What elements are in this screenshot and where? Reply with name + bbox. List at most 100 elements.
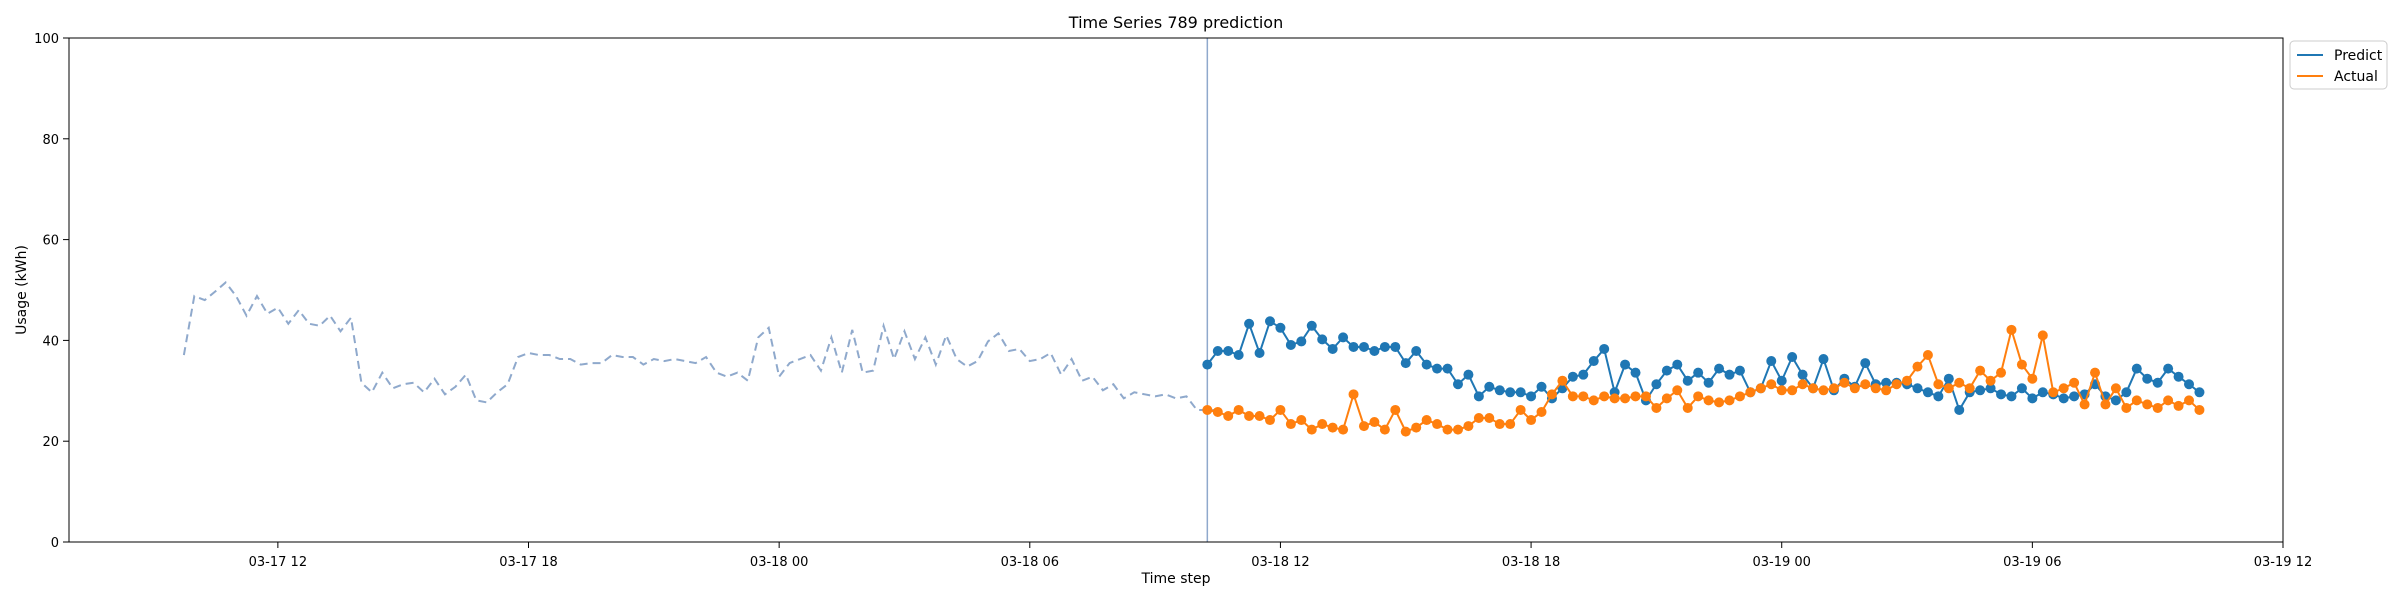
predict-point: [1996, 389, 2007, 400]
predict-point: [1463, 369, 1474, 380]
legend-predict-label: Predict: [2334, 48, 2383, 64]
y-tick-label: 80: [42, 133, 59, 148]
predict-point: [1651, 379, 1662, 390]
predict-point: [1296, 336, 1307, 347]
predict-point: [2152, 377, 2163, 388]
predict-point: [2142, 373, 2153, 384]
actual-point: [2173, 400, 2184, 411]
predict-point: [1338, 332, 1349, 343]
predict-point: [1776, 375, 1787, 386]
actual-point: [1849, 383, 1860, 394]
predict-point: [2037, 387, 2048, 398]
actual-point: [1818, 385, 1829, 396]
actual-point: [1223, 411, 1234, 421]
predict-point: [1494, 385, 1505, 396]
actual-point: [1505, 419, 1516, 430]
predict-point: [2027, 393, 2038, 404]
predict-point: [1526, 391, 1537, 402]
actual-point: [1338, 424, 1349, 435]
actual-point: [1902, 375, 1913, 386]
actual-point: [2069, 377, 2080, 388]
actual-point: [2037, 330, 2048, 341]
predict-point: [1202, 359, 1213, 370]
predict-point: [1317, 334, 1328, 345]
actual-point: [1776, 385, 1787, 396]
actual-point: [1306, 424, 1317, 435]
actual-point: [2184, 395, 2195, 406]
actual-point: [2006, 324, 2017, 335]
actual-point: [2090, 367, 2101, 378]
predict-point: [1379, 341, 1390, 352]
actual-point: [1473, 413, 1484, 424]
predict-point: [1714, 363, 1725, 374]
predict-point: [1254, 348, 1265, 358]
actual-point: [1693, 391, 1704, 402]
y-tick-label: 0: [51, 536, 59, 551]
predict-point: [1599, 343, 1610, 354]
predict-point: [1620, 359, 1631, 370]
actual-point: [1546, 389, 1557, 400]
predict-point: [1661, 365, 1672, 376]
actual-point: [1285, 419, 1296, 430]
actual-point: [1996, 367, 2007, 378]
actual-point: [1933, 379, 1944, 390]
actual-point: [1620, 393, 1631, 404]
predict-point: [2016, 383, 2027, 394]
actual-point: [1922, 350, 1933, 361]
actual-point: [2142, 399, 2153, 410]
predict-point: [1703, 377, 1714, 388]
actual-point: [1463, 421, 1474, 432]
actual-point: [1411, 422, 1422, 433]
actual-point: [1703, 395, 1714, 406]
y-tick-label: 100: [34, 32, 59, 47]
predict-point: [1505, 387, 1516, 398]
actual-point: [1599, 391, 1610, 402]
predict-point: [1432, 363, 1443, 374]
actual-point: [1797, 379, 1808, 390]
x-tick-label: 03-18 18: [1502, 555, 1560, 570]
actual-point: [1494, 419, 1505, 430]
predict-point: [1693, 367, 1704, 378]
actual-point: [1264, 415, 1275, 426]
predict-point: [1306, 320, 1317, 331]
actual-point: [1390, 404, 1401, 415]
actual-point: [2152, 402, 2163, 413]
actual-point: [1943, 383, 1954, 394]
actual-point: [1358, 421, 1369, 432]
predict-point: [1358, 341, 1369, 352]
actual-point: [1442, 424, 1453, 435]
predict-point: [1567, 371, 1578, 382]
actual-point: [1578, 391, 1589, 402]
predict-point: [1369, 345, 1380, 356]
actual-point: [1828, 383, 1839, 394]
predict-point: [2006, 391, 2017, 402]
predict-point: [1787, 352, 1798, 363]
predict-point: [2110, 395, 2121, 406]
actual-point: [2121, 402, 2132, 413]
actual-point: [1881, 385, 1892, 396]
predict-point: [2163, 363, 2174, 374]
plot-frame: [68, 37, 2284, 543]
actual-point: [1557, 375, 1568, 386]
actual-point: [1536, 406, 1547, 417]
actual-point: [1766, 379, 1777, 390]
predict-point: [1943, 373, 1954, 384]
predict-point: [1975, 385, 1986, 396]
actual-point: [1912, 361, 1923, 372]
actual-point: [2163, 395, 2174, 406]
predict-point: [1588, 356, 1599, 367]
actual-point: [1745, 387, 1756, 398]
actual-point: [1400, 426, 1411, 437]
actual-point: [1808, 383, 1819, 394]
predict-point: [1672, 359, 1683, 370]
actual-point: [1317, 419, 1328, 430]
predict-point: [1327, 343, 1338, 354]
actual-point: [1212, 406, 1223, 417]
actual-point: [1327, 422, 1338, 433]
predict-point: [1682, 375, 1693, 386]
predict-point: [1264, 316, 1275, 327]
series-actual: [1202, 324, 2205, 437]
actual-point: [1651, 402, 1662, 413]
predict-point: [1442, 363, 1453, 374]
predict-point: [1724, 369, 1735, 380]
